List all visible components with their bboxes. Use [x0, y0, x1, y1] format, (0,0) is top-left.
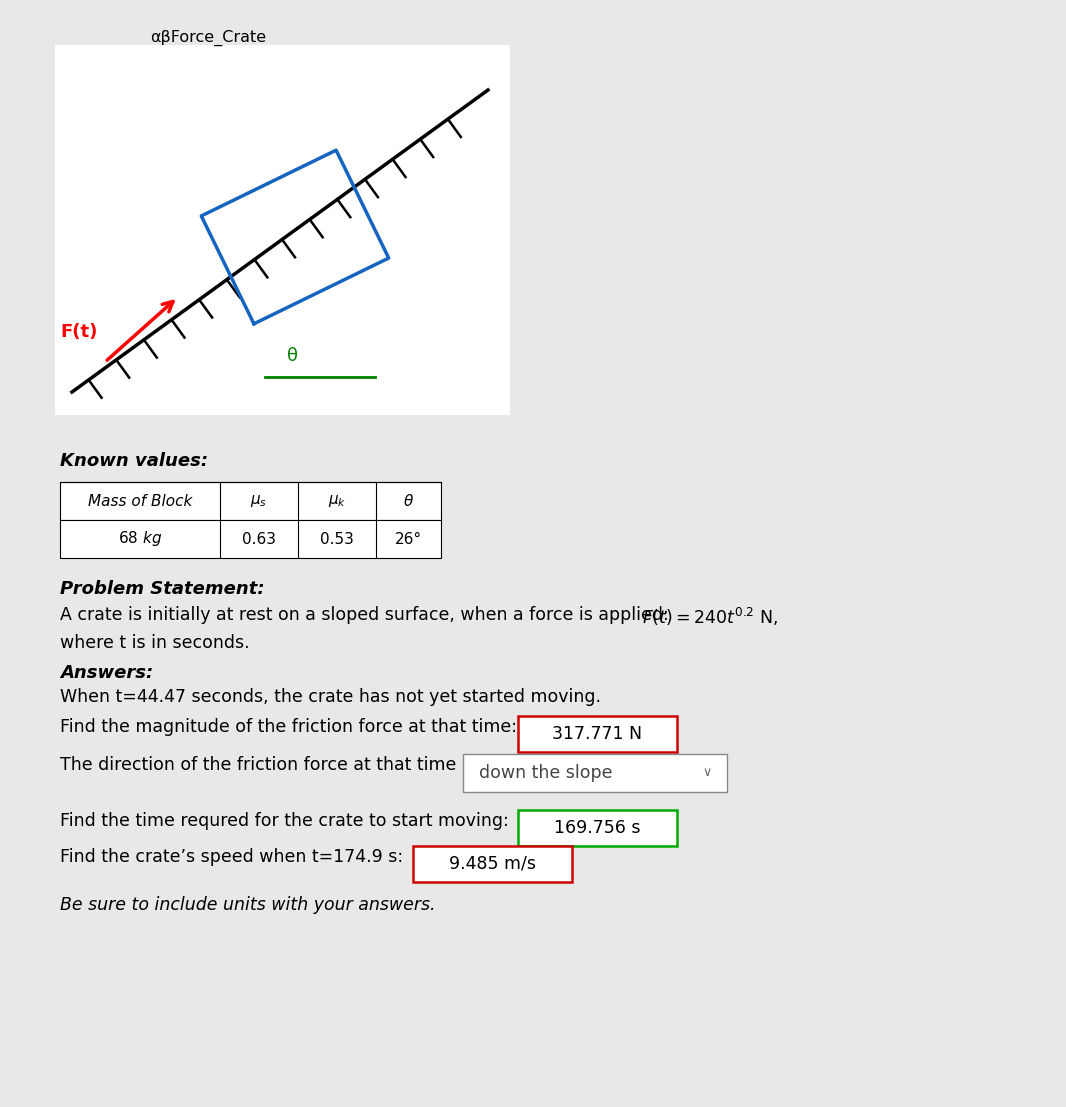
Text: ∨: ∨ [702, 766, 712, 779]
Text: 68 $\it{kg}$: 68 $\it{kg}$ [118, 529, 162, 548]
Text: A crate is initially at rest on a sloped surface, when a force is applied:: A crate is initially at rest on a sloped… [60, 606, 680, 624]
FancyBboxPatch shape [518, 716, 677, 752]
Text: $\mu_s$: $\mu_s$ [251, 493, 268, 509]
Text: down the slope: down the slope [479, 764, 613, 782]
Bar [60, 520, 441, 558]
Text: $\mu_k$: $\mu_k$ [328, 493, 346, 509]
Text: Answers:: Answers: [60, 664, 154, 682]
Text: $\mathit{F}(t) = 240t^{0.2}$ N,: $\mathit{F}(t) = 240t^{0.2}$ N, [642, 606, 778, 628]
Text: 0.53: 0.53 [320, 531, 354, 547]
FancyBboxPatch shape [518, 810, 677, 846]
Text: When t=44.47 seconds, the crate has not yet started moving.: When t=44.47 seconds, the crate has not … [60, 687, 601, 706]
Text: Be sure to include units with your answers.: Be sure to include units with your answe… [60, 896, 436, 914]
Text: Find the magnitude of the friction force at that time:: Find the magnitude of the friction force… [60, 718, 517, 736]
Text: Find the crate’s speed when t=174.9 s:: Find the crate’s speed when t=174.9 s: [60, 848, 403, 866]
Text: Problem Statement:: Problem Statement: [60, 580, 264, 598]
Text: Known values:: Known values: [60, 452, 208, 470]
Text: Find the time requred for the crate to start moving:: Find the time requred for the crate to s… [60, 813, 508, 830]
Text: Mass of Block: Mass of Block [87, 494, 192, 508]
Text: where t is in seconds.: where t is in seconds. [60, 634, 249, 652]
Bar [55, 45, 510, 415]
Text: 317.771 N: 317.771 N [552, 725, 643, 743]
Text: 169.756 s: 169.756 s [554, 819, 641, 837]
Text: 9.485 m/s: 9.485 m/s [449, 855, 536, 873]
Text: The direction of the friction force at that time is:: The direction of the friction force at t… [60, 756, 482, 774]
FancyBboxPatch shape [413, 846, 572, 882]
Text: θ: θ [287, 346, 298, 365]
FancyBboxPatch shape [463, 754, 727, 792]
Bar [60, 482, 441, 520]
Text: αβForce_Crate: αβForce_Crate [150, 30, 266, 46]
Text: F(t): F(t) [60, 323, 97, 341]
Text: 26°: 26° [394, 531, 422, 547]
Text: 0.63: 0.63 [242, 531, 276, 547]
Text: $\theta$: $\theta$ [403, 493, 414, 509]
